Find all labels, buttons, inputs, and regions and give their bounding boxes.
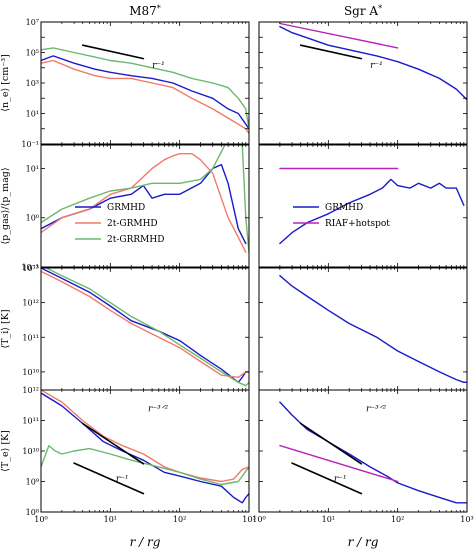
legend-label: GRMHD — [107, 203, 145, 213]
panel-frame — [258, 389, 468, 513]
y-axis-label: ⟨T_e⟩ [K] — [0, 430, 11, 472]
y-tick-label: 10¹⁰ — [22, 368, 39, 377]
series-group — [41, 390, 249, 504]
column-title-star: * — [157, 4, 161, 13]
series-grmhd — [279, 401, 467, 504]
y-tick-label: 10⁸ — [26, 508, 39, 517]
powerlaw-annotation: r⁻¹ — [334, 475, 347, 485]
y-tick-label: 10⁵ — [26, 49, 39, 58]
y-tick-label: 10⁻¹ — [21, 263, 39, 272]
powerlaw-line — [73, 462, 145, 495]
series-grmhd — [279, 25, 467, 101]
panel-frame — [258, 144, 468, 268]
powerlaw-annotation: r⁻³ᐟ² — [148, 404, 168, 414]
series-group — [41, 268, 249, 387]
series-grmhd — [279, 178, 465, 245]
series-riaf-hotspot — [279, 22, 399, 49]
powerlaw-annotation: r⁻³ᐟ² — [366, 404, 386, 414]
y-tick-label: 10¹¹ — [22, 333, 39, 342]
series-group — [279, 401, 467, 504]
powerlaw-line — [299, 44, 363, 60]
y-tick-label: 10¹² — [22, 299, 39, 308]
powerlaw-line — [81, 44, 145, 60]
y-tick-label: 10¹² — [22, 386, 39, 395]
panel-frame — [40, 21, 250, 145]
y-tick-label: 10¹⁰ — [22, 447, 39, 456]
panel-sgr-a-te: 10⁰ 10¹ 10² 10³ r⁻³ᐟ² r⁻¹ — [252, 389, 474, 524]
panel-frame — [40, 267, 250, 391]
powerlaw-line — [299, 422, 363, 465]
series-grmhd — [41, 55, 249, 130]
series-grmhd — [41, 392, 249, 504]
x-tick-label: 10¹ — [322, 515, 335, 524]
legend-label: 2t-GRRMHD — [107, 235, 164, 245]
y-tick-label: 10⁻¹ — [21, 140, 39, 149]
legend-label: RIAF+hotspot — [325, 219, 390, 229]
panel-frame — [258, 267, 468, 391]
column-title-star: * — [378, 4, 382, 13]
series-group — [41, 145, 249, 253]
series-group — [279, 167, 465, 245]
x-axis-label: r / rg — [130, 535, 161, 549]
series-2t-grrmhd — [41, 145, 249, 253]
y-tick-label: 10¹³ — [22, 264, 39, 273]
x-tick-label: 10³ — [242, 515, 255, 524]
legend-label: GRMHD — [325, 203, 363, 213]
series-riaf-hotspot — [279, 444, 399, 483]
panel-sgr-a-beta: GRMHD RIAF+hotspot — [258, 144, 468, 268]
series-2t-grrmhd — [44, 268, 249, 387]
powerlaw-line — [81, 422, 145, 465]
x-tick-label: 10⁰ — [252, 515, 265, 524]
series-grmhd — [41, 163, 247, 245]
panel-m87-ti: 10¹⁰ 10¹¹ 10¹² 10¹³ — [22, 264, 250, 391]
panel-frame — [40, 144, 250, 268]
powerlaw-annotation: r⁻¹ — [370, 61, 383, 71]
x-tick-label: 10² — [173, 515, 186, 524]
series-2t-grmhd — [41, 270, 249, 378]
series-2t-grmhd — [41, 152, 247, 253]
x-axis-label: r / rg — [348, 535, 379, 549]
panel-m87-te: 10⁰ 10¹ 10² 10³ 10⁸ 10⁹ 10¹⁰ 10¹¹ 10¹² r⁻³ᐟ² r⁻¹ — [22, 386, 255, 524]
powerlaw-annotation: r⁻¹ — [152, 61, 165, 71]
panel-m87-beta: 10⁻¹ 10⁰ 10¹ GRMHD 2t-GRMHD 2t-GRRMHD — [21, 144, 250, 272]
series-2t-grmhd — [41, 390, 249, 483]
powerlaw-line — [291, 462, 363, 495]
x-tick-label: 10² — [391, 515, 404, 524]
panel-m87-ne: 10⁻¹ 10¹ 10³ 10⁵ 10⁷ r⁻¹ — [21, 18, 250, 149]
legend-label: 2t-GRMHD — [107, 219, 158, 229]
y-axis-label: ⟨p_gas⟩/⟨p_mag⟩ — [0, 167, 11, 244]
y-tick-label: 10³ — [26, 79, 39, 88]
series-group — [41, 44, 249, 135]
column-title: Sgr A* — [344, 4, 382, 18]
y-axis-label: ⟨T_i⟩ [K] — [0, 309, 11, 348]
x-tick-label: 10¹ — [104, 515, 117, 524]
series-group — [279, 275, 467, 383]
series-group — [279, 22, 467, 101]
y-tick-label: 10¹ — [26, 110, 39, 119]
series-grmhd — [279, 275, 467, 383]
series-2t-grrmhd — [41, 47, 249, 130]
y-tick-label: 10⁹ — [26, 478, 40, 487]
y-tick-label: 10⁷ — [26, 18, 39, 27]
panel-sgr-a-ne: r⁻¹ — [258, 21, 468, 145]
x-tick-label: 10⁰ — [34, 515, 47, 524]
series-2t-grrmhd — [41, 444, 249, 486]
column-title: M87* — [129, 4, 161, 18]
y-axis-label: ⟨n_e⟩ [cm⁻³] — [0, 54, 11, 112]
panel-sgr-a-ti — [258, 267, 468, 391]
y-tick-label: 10¹ — [26, 164, 39, 173]
y-tick-label: 10¹¹ — [22, 417, 39, 426]
x-tick-label: 10³ — [460, 515, 473, 524]
powerlaw-annotation: r⁻¹ — [116, 475, 129, 485]
y-tick-label: 10⁰ — [26, 214, 39, 223]
series-grmhd — [41, 268, 249, 383]
series-2t-grmhd — [41, 59, 249, 135]
